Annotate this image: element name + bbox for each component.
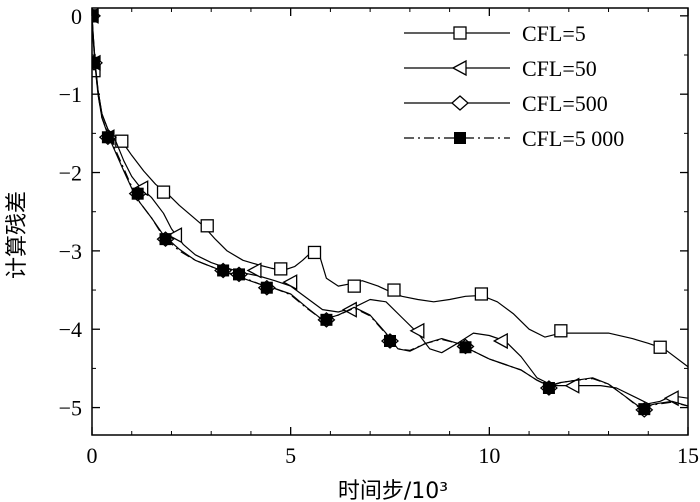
legend-entry: CFL=5 000 bbox=[404, 126, 624, 151]
series-layer bbox=[92, 8, 688, 418]
legend-entry: CFL=500 bbox=[404, 91, 608, 116]
y-tick-label: −2 bbox=[59, 161, 82, 186]
y-tick-label: −1 bbox=[59, 82, 82, 107]
series-marker bbox=[156, 185, 171, 199]
series-marker bbox=[101, 131, 114, 144]
legend-label: CFL=5 000 bbox=[522, 126, 624, 151]
series-marker bbox=[554, 324, 568, 338]
legend-entry: CFL=5 bbox=[404, 21, 586, 46]
series-marker bbox=[233, 268, 246, 281]
series-marker bbox=[492, 332, 508, 350]
series-marker bbox=[387, 283, 401, 297]
series-marker bbox=[451, 95, 469, 111]
series-marker bbox=[260, 281, 273, 294]
legend-label: CFL=50 bbox=[522, 56, 597, 81]
plot-background bbox=[92, 8, 688, 435]
series-marker bbox=[92, 56, 100, 69]
y-tick-label: −4 bbox=[59, 317, 82, 342]
series-marker bbox=[653, 340, 667, 354]
series-line bbox=[92, 15, 688, 409]
series-marker bbox=[320, 313, 333, 326]
legend-entry: CFL=50 bbox=[404, 56, 597, 81]
plot-frame bbox=[91, 7, 689, 436]
series-marker bbox=[564, 377, 580, 394]
series-marker bbox=[384, 334, 396, 347]
series-marker bbox=[451, 59, 467, 77]
series-4 bbox=[92, 9, 688, 416]
series-marker bbox=[217, 264, 230, 277]
series-marker bbox=[453, 26, 467, 40]
series-marker bbox=[159, 233, 172, 246]
legend: CFL=5 CFL=50 CFL=500 CFL=5 000 bbox=[404, 21, 624, 151]
x-axis-title: 时间步/10³ bbox=[338, 479, 448, 502]
series-marker bbox=[274, 262, 288, 276]
x-tick-label: 15 bbox=[677, 443, 699, 468]
series-marker bbox=[200, 219, 214, 233]
x-tick-label: 0 bbox=[87, 443, 98, 468]
series-marker bbox=[409, 322, 425, 339]
series-marker bbox=[638, 403, 651, 416]
series-marker bbox=[454, 132, 466, 144]
y-tick-label: −5 bbox=[59, 396, 82, 421]
series-marker bbox=[542, 381, 555, 394]
series-1 bbox=[92, 9, 688, 368]
legend-label: CFL=5 bbox=[522, 21, 586, 46]
legend-label: CFL=500 bbox=[522, 91, 608, 116]
x-tick-label: 10 bbox=[478, 443, 500, 468]
x-tick-label: 5 bbox=[285, 443, 296, 468]
series-marker bbox=[474, 287, 489, 301]
axes-layer: 0 5 10 15 0 −1 −2 −3 −4 −5 bbox=[59, 4, 699, 468]
series-marker bbox=[131, 187, 144, 200]
series-marker bbox=[167, 227, 183, 244]
series-marker bbox=[307, 245, 322, 260]
y-axis-title: 计算残差 bbox=[5, 191, 30, 279]
series-marker bbox=[459, 341, 472, 354]
y-tick-label: 0 bbox=[71, 4, 82, 29]
series-marker bbox=[246, 262, 262, 279]
plot-area bbox=[92, 8, 688, 435]
series-marker bbox=[347, 279, 361, 293]
y-tick-label: −3 bbox=[59, 239, 82, 264]
series-marker bbox=[282, 274, 298, 291]
